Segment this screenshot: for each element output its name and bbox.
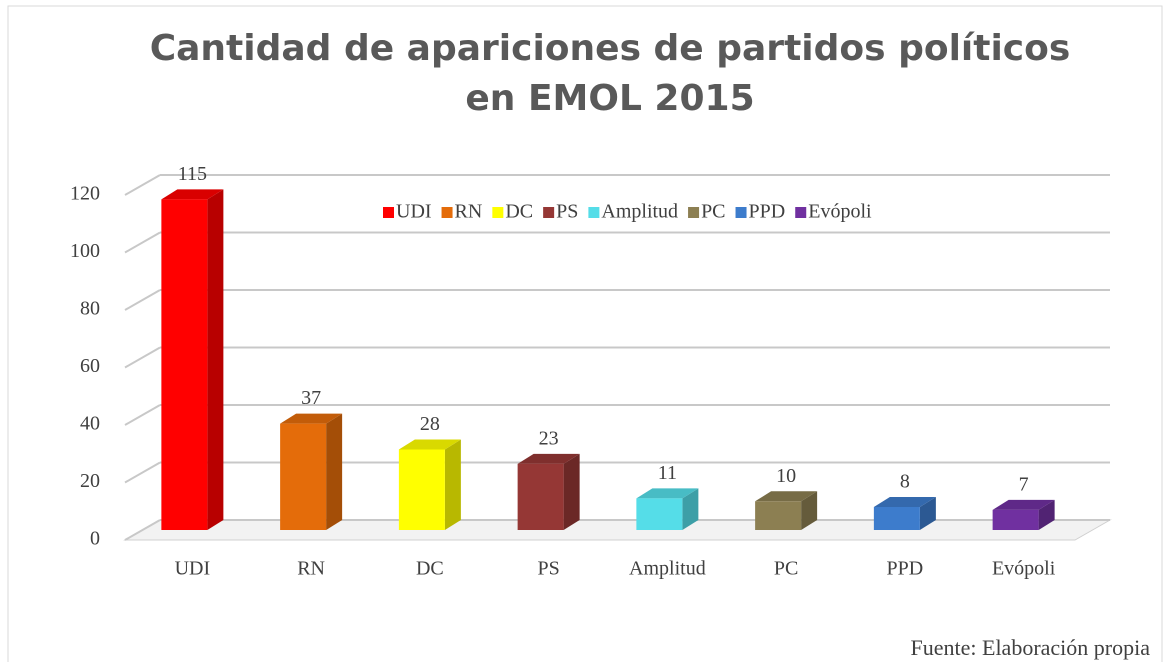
bar-side: [563, 453, 580, 530]
bar: [636, 498, 683, 530]
y-tick-label: 100: [70, 240, 100, 262]
legend-swatch: [383, 207, 394, 218]
legend-swatch: [795, 207, 807, 218]
floor: [123, 519, 1112, 541]
legend-swatch: [735, 207, 747, 218]
y-tick-label: 120: [70, 183, 100, 205]
bar-side: [919, 497, 936, 530]
x-tick-label: Evópoli: [992, 558, 1056, 580]
bar: [280, 423, 327, 530]
legend-label: Amplitud: [601, 201, 678, 223]
legend-label: PPD: [749, 201, 786, 223]
bar-top: [280, 413, 343, 424]
bar: [873, 507, 920, 530]
bar: [398, 449, 445, 530]
bar-top: [517, 453, 580, 464]
grid-line: [124, 289, 161, 311]
bar: [755, 501, 802, 530]
x-tick-label: DC: [416, 558, 444, 580]
bar-side: [326, 413, 343, 530]
y-tick-label: 60: [80, 355, 100, 377]
legend-label: RN: [455, 201, 483, 223]
legend-label: UDI: [396, 201, 432, 223]
y-tick-label: 0: [90, 528, 100, 550]
data-label: 37: [301, 387, 321, 409]
data-label: 10: [776, 465, 796, 487]
x-tick-label: PS: [538, 558, 560, 580]
bar-side: [444, 439, 461, 530]
y-tick-label: 80: [80, 298, 100, 320]
bar-top: [992, 499, 1055, 510]
data-label: 28: [420, 413, 440, 435]
data-label: 7: [1019, 473, 1029, 495]
data-label: 11: [658, 462, 677, 484]
chart-title: en EMOL 2015: [465, 78, 754, 119]
legend-swatch: [441, 207, 453, 218]
legend-label: Evópoli: [808, 201, 872, 223]
data-label: 23: [539, 427, 559, 449]
legend-swatch: [543, 207, 555, 218]
bar-side: [682, 488, 699, 530]
bar-top: [398, 439, 461, 450]
legend-label: DC: [505, 201, 533, 223]
bar-top: [161, 189, 224, 200]
chart-title: Cantidad de apariciones de partidos polí…: [150, 28, 1071, 69]
y-tick-label: 20: [80, 470, 100, 492]
x-tick-label: PC: [774, 558, 798, 580]
legend-swatch: [588, 207, 600, 218]
bar-side: [207, 189, 224, 530]
bar: [517, 463, 564, 530]
bar-top: [755, 491, 818, 502]
data-label: 8: [900, 471, 910, 493]
bar-side: [801, 491, 818, 530]
grid-line: [124, 174, 161, 196]
grid-line: [124, 231, 161, 254]
data-label: 115: [178, 163, 207, 185]
grid-line: [124, 404, 161, 426]
x-tick-label: Amplitud: [629, 558, 706, 580]
legend-label: PS: [556, 201, 578, 223]
legend-label: PC: [701, 201, 725, 223]
grid-line: [124, 519, 161, 541]
source-note: Fuente: Elaboración propia: [911, 635, 1151, 660]
x-tick-label: RN: [297, 558, 325, 580]
bar: [161, 199, 208, 530]
grid-line: [124, 346, 161, 369]
x-tick-label: PPD: [887, 558, 924, 580]
x-tick-label: UDI: [175, 558, 211, 580]
legend-swatch: [688, 207, 700, 218]
bar-side: [1038, 499, 1055, 530]
bar-top: [873, 497, 936, 507]
bar-top: [636, 488, 699, 499]
y-tick-label: 40: [80, 413, 100, 435]
legend-swatch: [492, 207, 504, 218]
bar: [992, 509, 1039, 530]
grid-line: [124, 461, 161, 484]
